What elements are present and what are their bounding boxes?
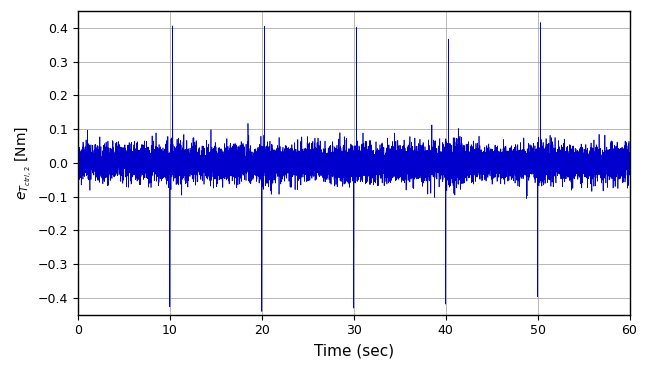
Y-axis label: $e_{T_{ctrl,2}}$ [Nm]: $e_{T_{ctrl,2}}$ [Nm] [14,126,34,200]
X-axis label: Time (sec): Time (sec) [313,343,394,358]
